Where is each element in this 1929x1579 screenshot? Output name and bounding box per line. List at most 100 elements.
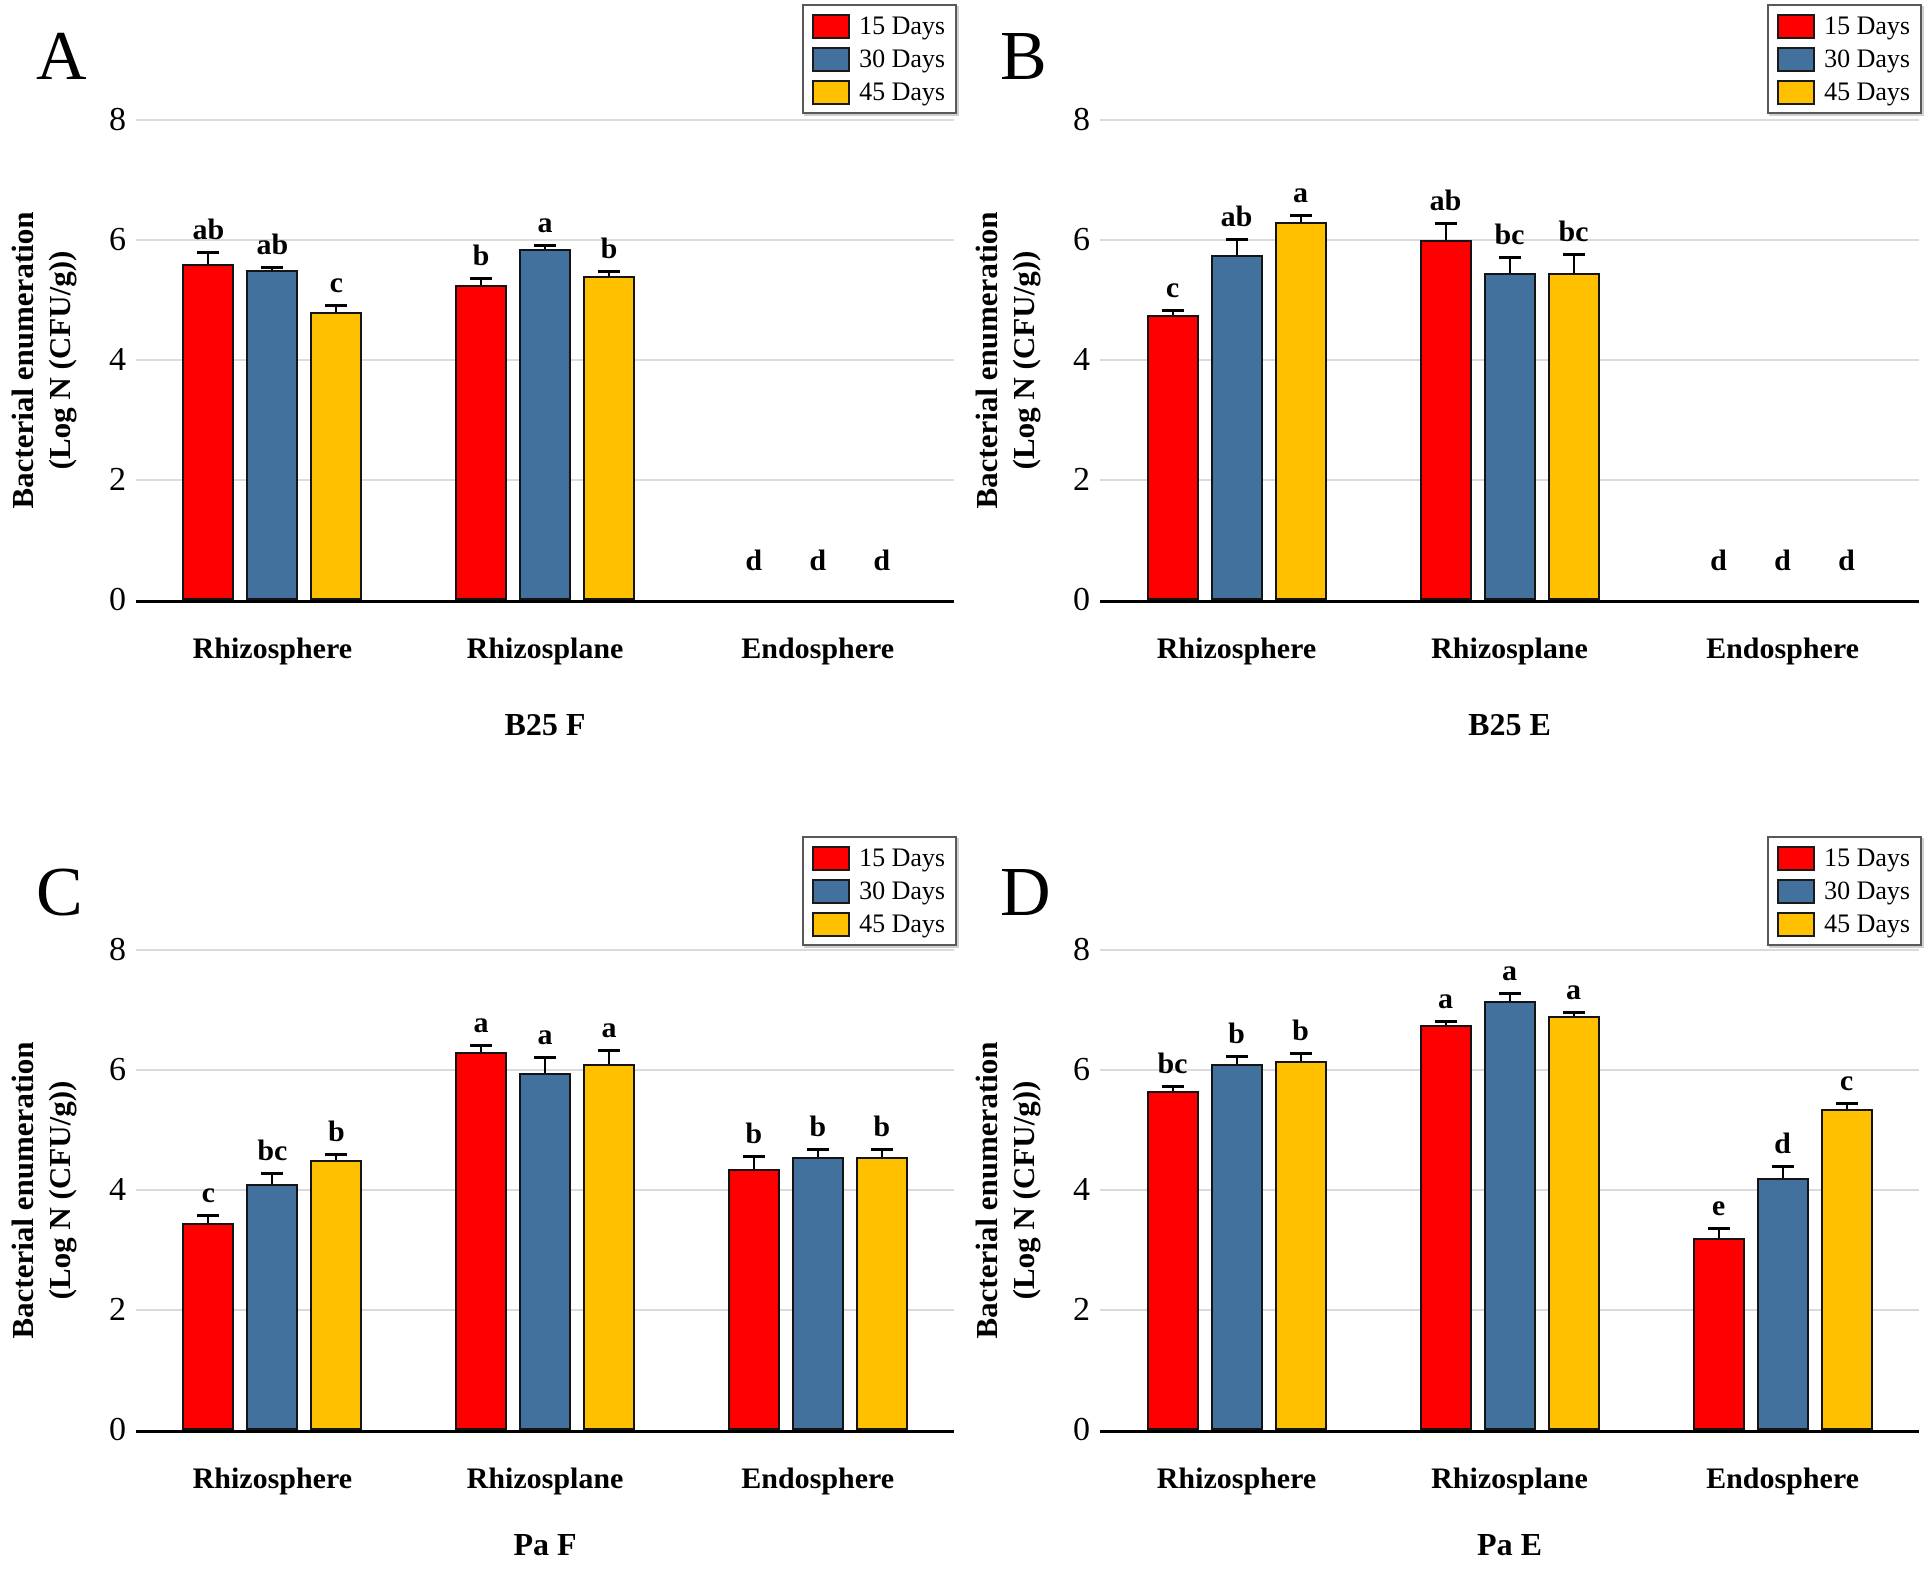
error-bar [1299,216,1302,222]
error-bar [335,1155,338,1160]
bar-rect [310,312,363,600]
bar-45-days: b [1274,950,1327,1430]
significance-letter: ab [1429,183,1462,217]
error-bar [1781,1167,1784,1178]
significance-letter: a [1293,176,1308,209]
gridline [136,119,954,121]
legend-item-45-days: 45 Days [812,78,945,106]
plot-area: c ab a ab bc bc d d d [1100,119,1919,603]
legend-label: 15 Days [1824,11,1910,40]
legend-item-15-days: 15 Days [812,844,945,872]
bar-15-days: b [727,950,780,1430]
error-bar-cap [1707,1227,1730,1230]
bar-45-days: bc [1547,120,1600,600]
bar-45-days: b [310,950,363,1430]
y-axis-label-line1: Bacterial enumeration [5,1041,40,1339]
error-bar [1444,1022,1447,1025]
y-axis-label-line2: (Log N (CFU/g)) [42,1080,77,1300]
significance-letter: b [745,1117,763,1150]
significance-letter: c [201,1175,215,1209]
significance-letter: bc [1558,215,1589,248]
significance-letter: c [1839,1064,1854,1098]
legend-swatch-icon [812,46,851,72]
error-bar-cap [197,251,220,255]
error-bar-cap [197,1213,220,1217]
bar-15-days: b [455,120,507,600]
error-bar [207,253,210,264]
x-label-rhizosphere: Rhizosphere [192,1462,353,1495]
bar-rect [1274,1061,1327,1430]
significance-letter: ab [1220,200,1253,233]
bar-groups: c ab a ab bc bc d d d [1100,120,1919,600]
significance-letter: b [600,231,618,265]
legend-swatch-icon [1777,13,1816,39]
error-bar [207,1215,210,1223]
legend-label: 45 Days [859,909,945,938]
error-bar [1572,255,1575,273]
error-bar [1845,1104,1848,1109]
y-tick-label: 0 [109,1411,126,1448]
bar-30-days: a [519,120,571,600]
significance-letter: b [327,1115,345,1149]
bar-30-days: bc [246,950,299,1430]
y-axis-label: Bacterial enumeration (Log N (CFU/g)) [4,120,82,600]
legend-item-45-days: 45 Days [1777,910,1910,938]
bar-rect [1210,1064,1263,1430]
legend: 15 Days 30 Days 45 Days [1767,836,1922,946]
y-axis-label: Bacterial enumeration (Log N (CFU/g)) [4,950,82,1430]
significance-letter: b [873,1109,891,1143]
error-bar [1235,1056,1238,1064]
error-bar [1171,310,1174,315]
legend: 15 Days 30 Days 45 Days [802,836,957,946]
bar-30-days: b [1210,950,1263,1430]
bar-rect [455,285,507,600]
x-axis-labels: Rhizosphere Rhizosplane Endosphere [136,632,954,666]
y-tick-label: 8 [1073,931,1090,968]
panel-c: C 15 Days 30 Days 45 Days Bacterial enumerat… [0,778,964,1579]
bar-rect [1547,1016,1600,1430]
panel-letter: D [1000,854,1051,931]
bar-rect [246,270,299,600]
bar-45-days: b [583,120,635,600]
x-label-endosphere: Endosphere [1706,1462,1859,1495]
panel-subtitle: B25 E [1468,706,1551,742]
y-tick-label: 4 [1073,1171,1090,1208]
gridline [136,949,954,951]
gridline [136,239,954,241]
legend-swatch-icon [812,911,851,937]
legend-swatch-icon [1777,878,1816,904]
bar-30-days: ab [246,120,299,600]
legend-item-15-days: 15 Days [812,12,945,40]
error-bar [1717,1229,1720,1238]
significance-letter: c [329,266,343,299]
bar-15-days: ab [1419,120,1472,600]
y-axis-label-text: Bacterial enumeration (Log N (CFU/g)) [4,120,82,600]
legend-swatch-icon [812,79,851,105]
plot-area: ab ab c b a b d d d [136,119,954,603]
error-bar [608,271,610,276]
error-bar [1235,240,1238,255]
bar-30-days: bc [1483,120,1536,600]
error-bar-cap [1498,991,1521,995]
x-label-rhizosphere: Rhizosphere [1156,632,1317,665]
legend-item-45-days: 45 Days [812,910,945,938]
significance-letter: ab [192,213,225,247]
bar-rect [1692,1238,1745,1430]
legend-item-45-days: 45 Days [1777,78,1910,106]
significance-letter: e [1711,1189,1726,1222]
bar-15-days: d [728,120,780,600]
legend-label: 45 Days [1824,77,1910,106]
bar-rect [182,1223,235,1430]
y-tick-label: 0 [109,581,126,618]
error-bar [880,1149,883,1157]
bar-45-days: b [855,950,908,1430]
error-bar [480,279,482,285]
error-bar-cap [1434,221,1457,225]
bar-group-rhizosplane: ab bc bc [1373,120,1646,600]
x-label-rhizosphere: Rhizosphere [192,632,353,665]
error-bar-cap [1225,1054,1248,1058]
error-bar [816,1149,819,1157]
error-bar-cap [1289,1051,1312,1055]
